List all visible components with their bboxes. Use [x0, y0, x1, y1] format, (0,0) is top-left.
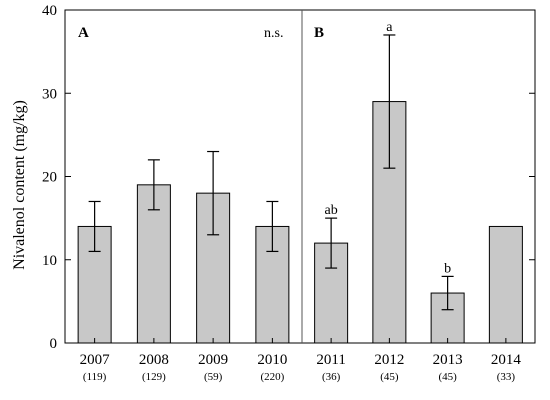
- x-tick-label: 2007: [80, 352, 111, 368]
- y-tick-label: 30: [42, 86, 57, 102]
- y-tick-label: 20: [42, 170, 57, 186]
- sample-size-label: (45): [438, 371, 457, 383]
- sample-size-label: (36): [322, 371, 341, 383]
- y-tick-label: 0: [50, 336, 58, 352]
- x-tick-label: 2010: [257, 352, 287, 368]
- y-tick-label: 10: [42, 253, 57, 269]
- sample-size-label: (119): [83, 371, 107, 383]
- sample-size-label: (220): [260, 371, 284, 383]
- panel-a-significance-note: n.s.: [264, 26, 283, 41]
- y-tick-label: 40: [42, 3, 57, 19]
- significance-letter: a: [386, 20, 393, 35]
- x-tick-label: 2013: [433, 352, 463, 368]
- significance-letter: b: [444, 261, 451, 276]
- sample-size-label: (129): [142, 371, 166, 383]
- error-bars: [88, 34, 454, 311]
- x-tick-label: 2012: [374, 352, 404, 368]
- x-axis: 2007 (119) 2008 (129) 2009 (59) 2010 (220) 2011 (…: [80, 338, 522, 383]
- significance-letter: ab: [325, 203, 338, 218]
- x-tick-label: 2014: [491, 352, 522, 368]
- sample-size-label: (59): [204, 371, 223, 383]
- panel-label-b: B: [314, 25, 324, 41]
- sample-size-label: (45): [380, 371, 399, 383]
- sample-size-label: (33): [497, 371, 516, 383]
- y-axis: 0 10 20 30 40: [42, 3, 535, 352]
- x-tick-label: 2008: [139, 352, 169, 368]
- x-tick-label: 2011: [316, 352, 345, 368]
- bar-2008: [136, 184, 171, 344]
- y-axis-label: Nivalenol content (mg/kg): [11, 100, 28, 270]
- x-tick-label: 2009: [198, 352, 228, 368]
- bars: [77, 101, 523, 344]
- panel-label-a: A: [78, 25, 89, 41]
- bar-2014: [488, 225, 523, 344]
